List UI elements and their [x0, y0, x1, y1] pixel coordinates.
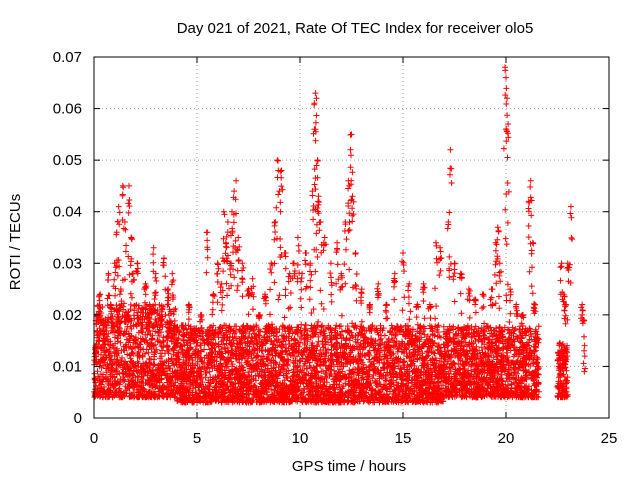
- x-tick-label: 0: [90, 430, 98, 447]
- data-points: [91, 64, 589, 406]
- y-tick-label: 0.01: [53, 358, 82, 375]
- y-tick-label: 0: [74, 410, 82, 427]
- y-axis-label: ROTI / TECUs: [7, 194, 24, 290]
- tick-labels: 0 5 10 15 20 25 0 0.01 0.02 0.03 0.04 0.05 0.06 0.07: [53, 49, 618, 447]
- x-tick-label: 20: [498, 430, 515, 447]
- x-tick-label: 15: [395, 430, 412, 447]
- x-axis-label: GPS time / hours: [292, 458, 406, 475]
- roti-points: [91, 64, 589, 406]
- y-tick-label: 0.02: [53, 307, 82, 324]
- y-tick-label: 0.05: [53, 152, 82, 169]
- x-tick-label: 10: [292, 430, 309, 447]
- axis-ticks: [93, 56, 610, 419]
- x-tick-label: 5: [193, 430, 201, 447]
- y-tick-label: 0.03: [53, 255, 82, 272]
- y-tick-label: 0.04: [53, 204, 82, 221]
- y-tick-label: 0.07: [53, 49, 82, 66]
- chart-title: Day 021 of 2021, Rate Of TEC Index for r…: [177, 20, 534, 37]
- plot-frame: [93, 56, 610, 419]
- x-tick-label: 25: [601, 430, 618, 447]
- y-tick-label: 0.06: [53, 101, 82, 118]
